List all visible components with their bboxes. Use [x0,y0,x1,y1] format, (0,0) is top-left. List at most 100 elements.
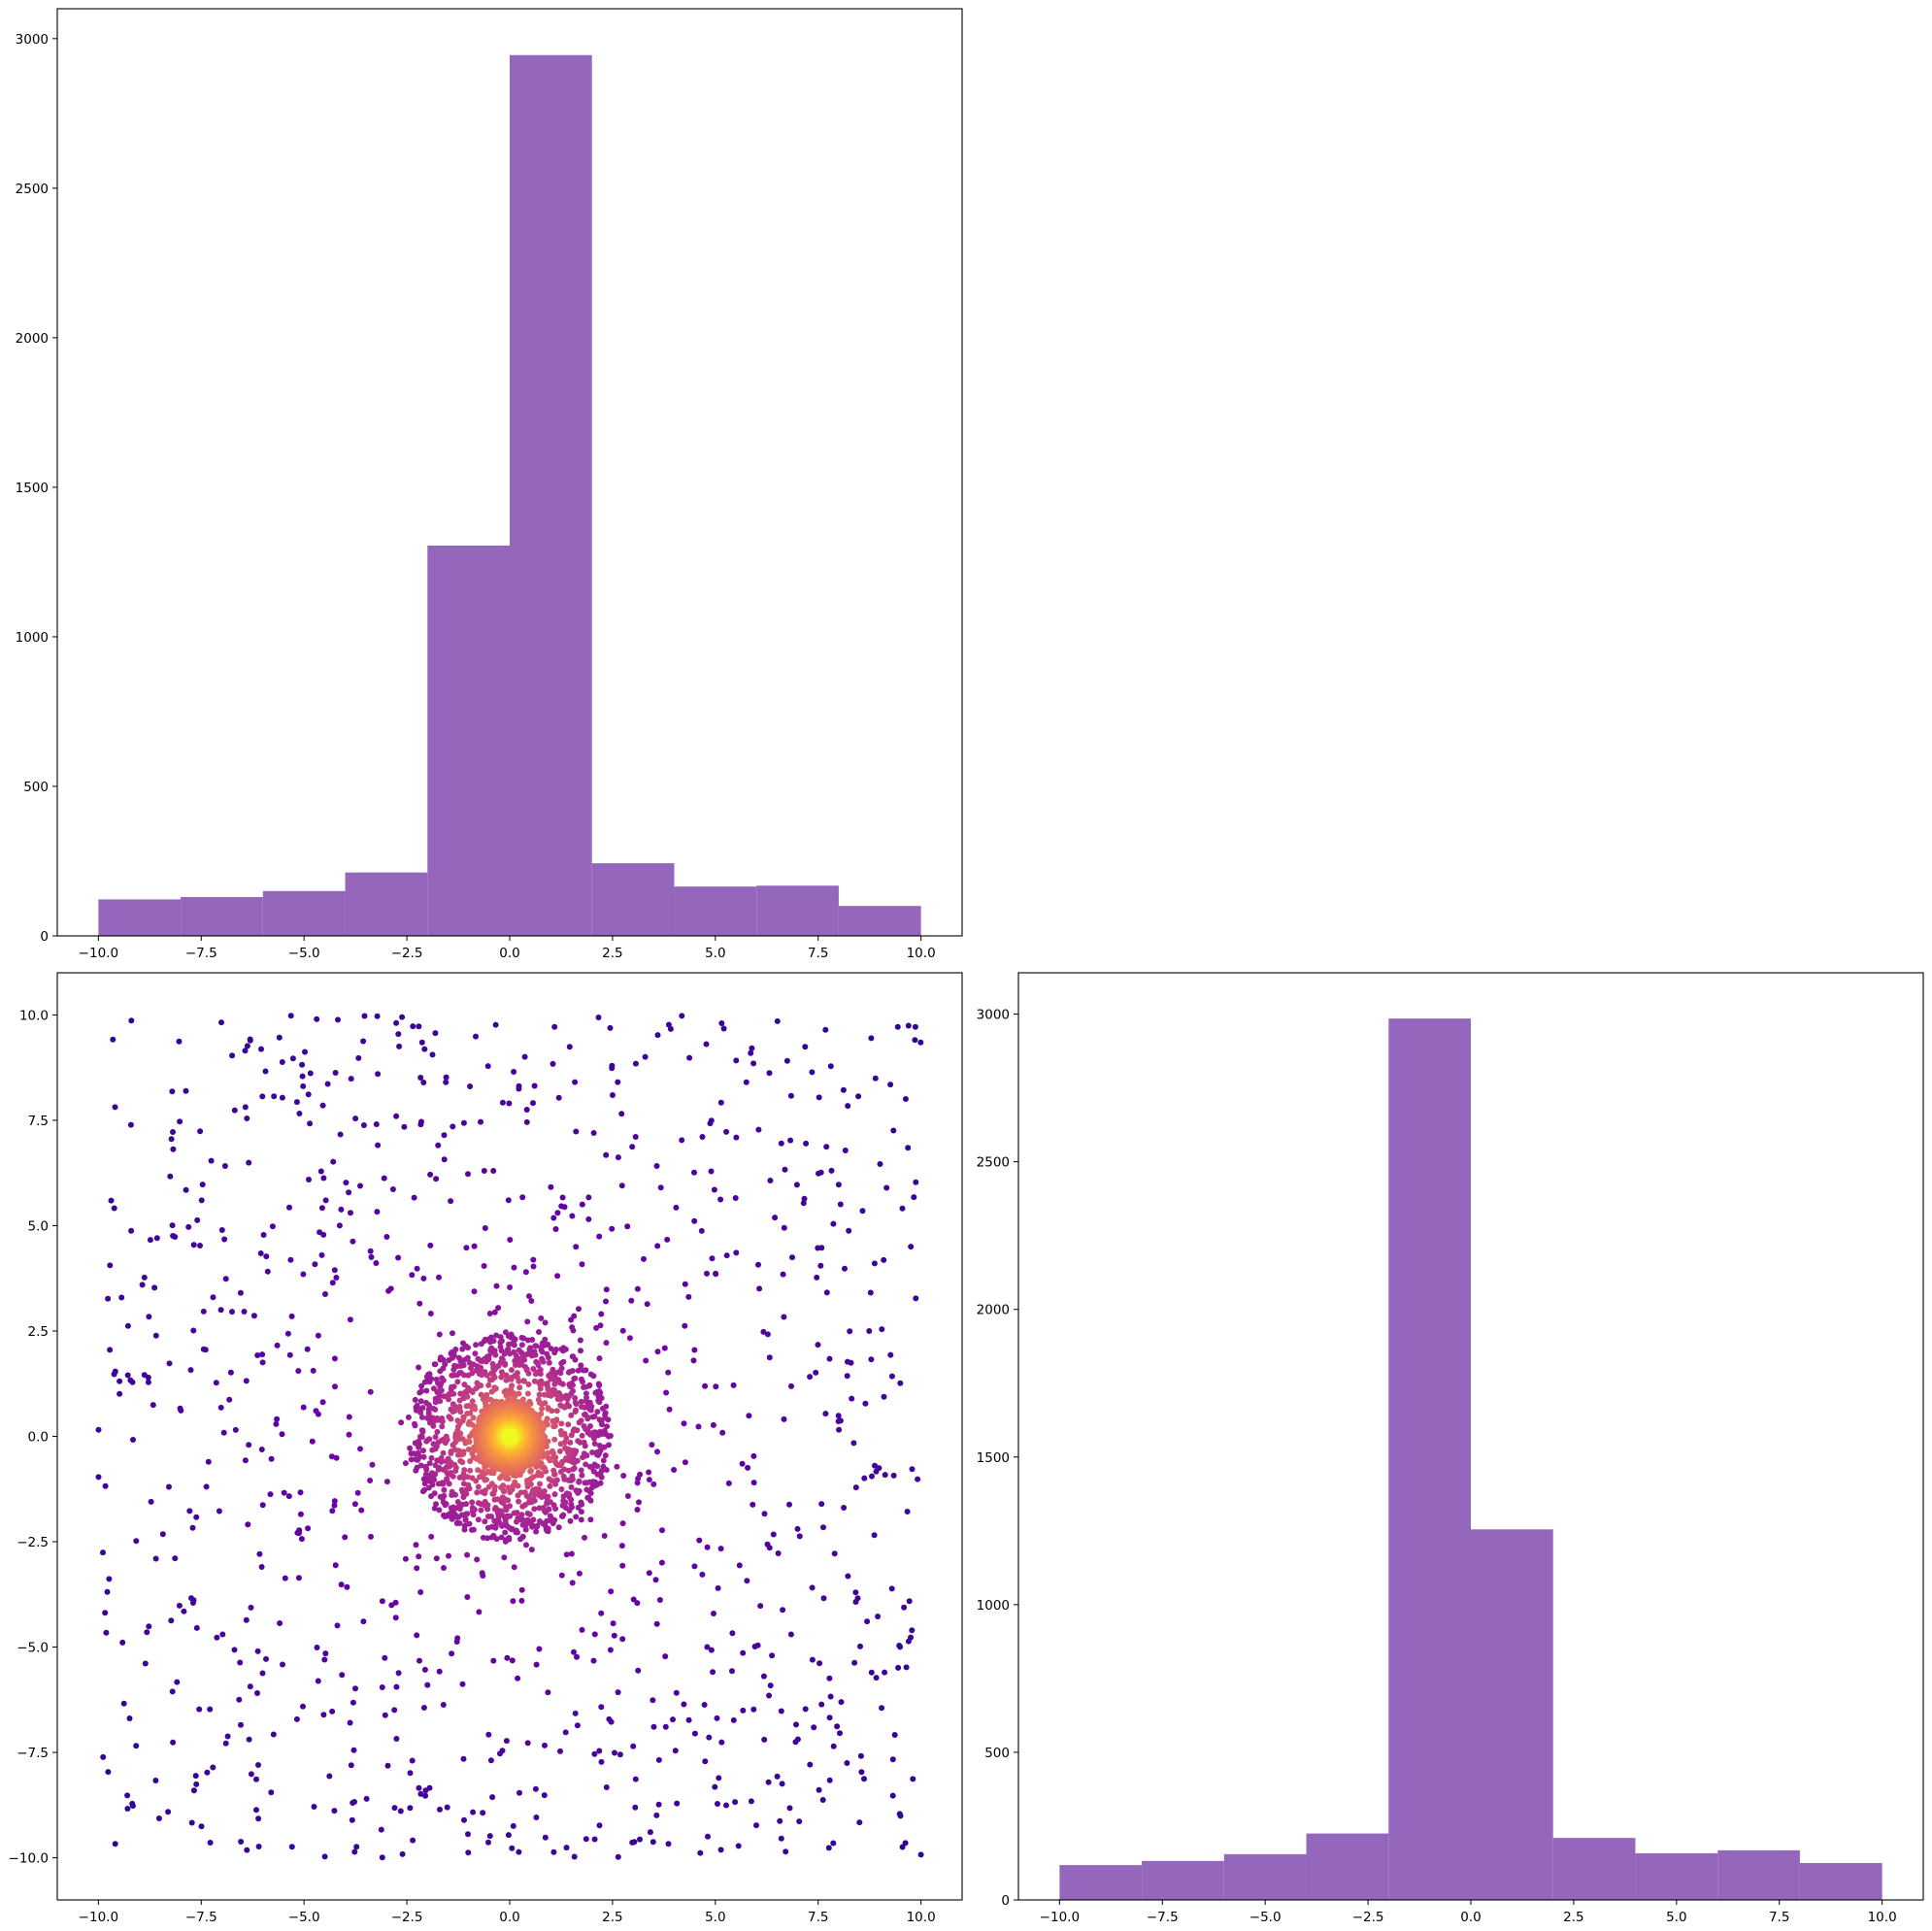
scatter-point [431,1490,438,1497]
scatter-point [242,1104,249,1111]
scatter-point [574,1722,581,1729]
scatter-point [463,1245,470,1251]
scatter-point [550,1060,556,1067]
scatter-point [704,1644,711,1650]
scatter-point [498,1374,505,1381]
scatter-point [332,1383,338,1390]
scatter-point [702,1382,709,1389]
scatter-point [649,1442,655,1448]
scatter-point [783,1057,790,1064]
scatter-point [831,1550,838,1557]
scatter-point [499,1099,506,1106]
scatter-point [420,1080,427,1085]
scatter-point [383,1234,390,1240]
scatter-point [781,1224,787,1231]
scatter-point [528,1468,534,1474]
scatter-point [619,1562,626,1569]
scatter-point [813,1369,819,1376]
scatter-point [172,1234,179,1240]
scatter-point [339,1672,346,1679]
scatter-point [197,1128,204,1135]
scatter-point [432,1406,439,1413]
scatter-point [244,1115,250,1121]
scatter-point [485,1468,492,1475]
scatter-point [469,1370,476,1377]
scatter-point [350,1747,357,1753]
scatter-point [665,1369,672,1376]
scatter-point [531,1082,538,1089]
scatter-point [254,1690,260,1696]
scatter-ytick-label: 5.0 [28,1218,49,1234]
scatter-point [695,1423,702,1430]
scatter-point [112,1841,118,1848]
scatter-point [888,1373,895,1380]
scatter-point [557,1402,564,1409]
top-hist-xtick-label: 7.5 [808,946,828,961]
scatter-point [467,1467,474,1474]
scatter-point [723,1128,730,1135]
scatter-point [354,1489,361,1496]
scatter-point [766,1692,773,1699]
scatter-point [248,1771,254,1778]
scatter-point [207,1706,214,1713]
scatter-ytick-label: 7.5 [28,1114,49,1129]
scatter-points [95,1013,924,1861]
scatter-point [715,1801,720,1807]
scatter-point [883,1184,890,1191]
scatter-point [322,1291,328,1297]
scatter-point [889,1792,896,1799]
top-hist-ytick-label: 3000 [16,32,49,48]
scatter-point [837,1201,844,1208]
scatter-point [891,1732,898,1738]
scatter-point [418,1039,425,1046]
scatter-point [532,1343,539,1349]
scatter-point [582,1534,587,1541]
scatter-point [733,1057,740,1064]
scatter-point [192,1773,199,1780]
scatter-point [320,1175,327,1182]
scatter-point [450,1123,456,1130]
scatter-point [241,1309,248,1315]
scatter-point [679,1137,685,1144]
scatter-point [378,1826,384,1833]
right-hist-bars [1059,1018,1882,1900]
scatter-point [756,1285,763,1292]
scatter-point [392,1599,399,1606]
scatter-point [264,1268,271,1275]
scatter-point [166,1360,173,1367]
scatter-xtick-label: −5.0 [288,1910,320,1925]
scatter-point [146,1623,152,1630]
scatter-point [304,1346,311,1352]
scatter-point [818,1701,825,1708]
scatter-point [145,1374,151,1381]
scatter-point [569,1213,576,1219]
scatter-point [755,1261,761,1268]
scatter-point [524,1390,531,1397]
scatter-point [535,1469,542,1476]
top-hist-bar [756,885,839,936]
scatter-point [258,1447,265,1452]
scatter-point [601,1444,608,1450]
scatter-point [635,1667,642,1674]
scatter-point [667,1025,674,1032]
scatter-point [391,1707,398,1714]
scatter-point [450,1366,457,1373]
scatter-point [118,1294,125,1301]
scatter-point [307,1070,314,1077]
scatter-point [461,1467,468,1474]
scatter-point [647,1829,653,1836]
scatter-point [393,1683,400,1690]
scatter-point [857,1752,864,1759]
scatter-point [794,1736,801,1743]
scatter-point [312,1261,318,1268]
scatter-point [713,1383,719,1390]
scatter-point [632,1776,639,1782]
scatter-point [702,1758,709,1765]
scatter-point [407,1445,414,1451]
scatter-point [448,1198,454,1205]
scatter-point [218,1227,225,1233]
scatter-point [598,1704,605,1711]
scatter-point [551,1349,558,1356]
scatter-point [432,1471,439,1478]
scatter-point [259,1502,266,1509]
